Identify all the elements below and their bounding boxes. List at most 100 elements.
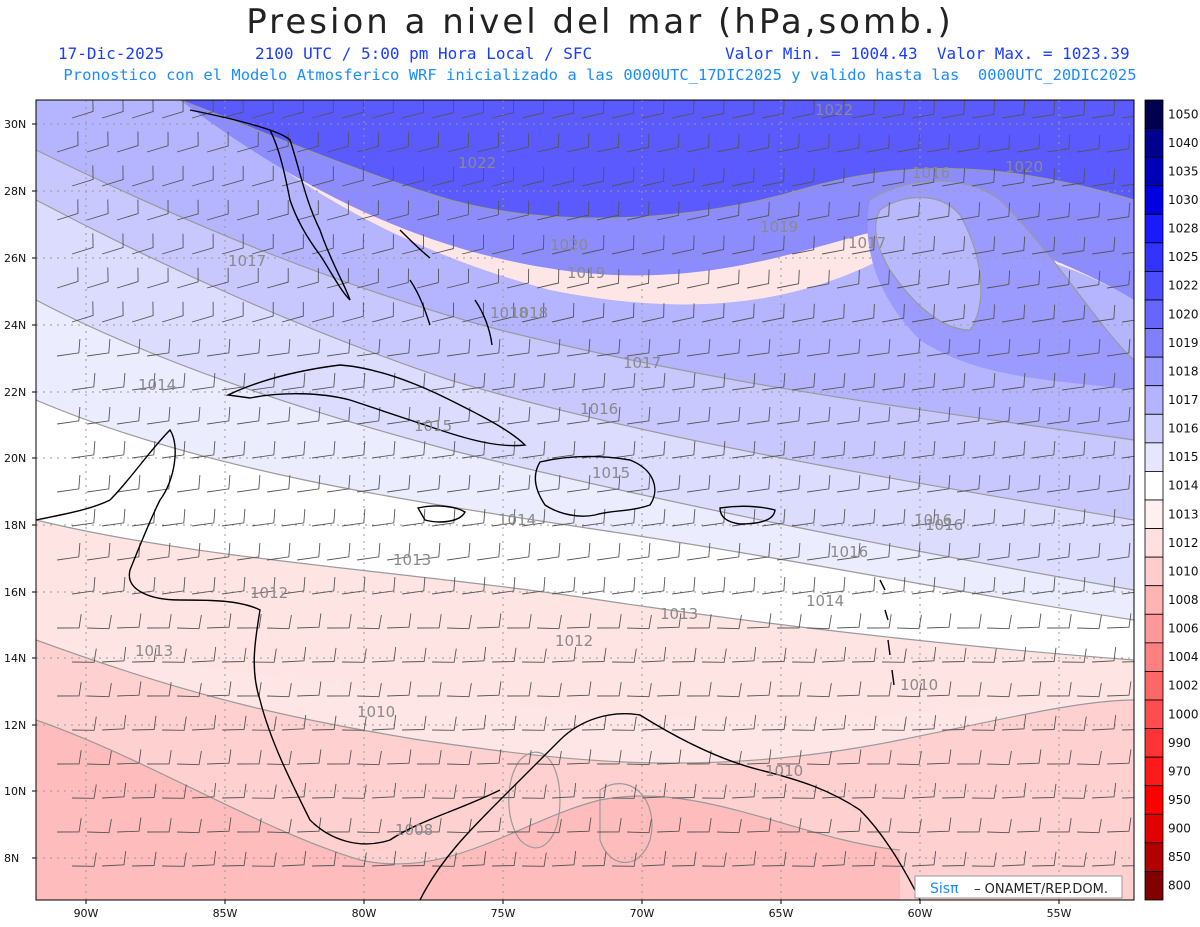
wind-barb [477, 338, 501, 357]
colorbar-label: 1030 [1168, 193, 1199, 207]
wind-barb [657, 338, 681, 357]
wind-barb [357, 683, 382, 698]
wind-barb [506, 132, 530, 153]
wind-barb [72, 508, 96, 527]
wind-barb [71, 165, 94, 187]
wind-barb [747, 269, 770, 289]
wind-barb [57, 682, 82, 697]
wind-barb [237, 474, 261, 493]
wind-barb [687, 682, 712, 697]
wind-barb [192, 576, 216, 595]
wind-barb [1032, 100, 1056, 119]
wind-barb [1017, 613, 1042, 629]
wind-barb [462, 576, 486, 595]
wind-barb [882, 576, 906, 595]
contour-label: 1010 [900, 676, 938, 694]
wind-barb [581, 303, 605, 323]
wind-barb [867, 614, 892, 629]
wind-barb [732, 100, 755, 119]
wind-barb [942, 508, 966, 527]
wind-barb [732, 714, 757, 731]
colorbar-label: 1017 [1168, 393, 1199, 407]
wind-barb [612, 784, 637, 799]
wind-barb [642, 372, 666, 391]
wind-barb [371, 234, 394, 255]
wind-barb [312, 440, 336, 459]
wind-barb [972, 440, 996, 459]
wind-barb [387, 474, 411, 493]
wind-barb [987, 819, 1012, 834]
wind-barb [162, 648, 187, 663]
wind-barb [342, 716, 367, 731]
wind-barb [957, 682, 982, 697]
wind-barb [1002, 100, 1026, 119]
wind-barb [207, 406, 231, 425]
lon-label: 55W [1047, 907, 1072, 920]
colorbar-label: 1028 [1168, 222, 1199, 236]
contour-label-group: 1022 1022 1020 1019 1018 1017 1017 1016 … [135, 101, 1043, 839]
min-max-values: Valor Min. = 1004.43 Valor Max. = 1023.3… [725, 44, 1130, 63]
wind-barb [251, 166, 274, 187]
lon-label: 85W [213, 907, 238, 920]
wind-barb [912, 372, 936, 391]
wind-barb [762, 576, 786, 595]
colorbar-swatch [1144, 242, 1164, 272]
wind-barb [116, 267, 139, 289]
wind-barb [342, 508, 366, 527]
wind-barb [266, 132, 289, 153]
wind-barb [447, 683, 472, 698]
wind-barb [147, 474, 171, 493]
wind-barb [342, 440, 366, 459]
wind-barb [807, 474, 831, 493]
colorbar-swatch [1144, 328, 1164, 358]
wind-barb [237, 406, 261, 425]
wind-barb [552, 782, 577, 799]
wind-barb [327, 338, 351, 357]
wind-barb [581, 100, 605, 119]
wind-barb [282, 782, 307, 799]
wind-barb [1002, 440, 1026, 459]
colorbar-swatch [1144, 585, 1164, 615]
colorbar-label: 1013 [1168, 507, 1199, 521]
wind-barb [792, 648, 817, 663]
wind-barb [642, 576, 666, 595]
wind-barb [102, 646, 127, 663]
wind-barb [627, 683, 652, 698]
wind-barb [972, 648, 997, 663]
wind-barb [221, 100, 244, 119]
wind-barb [102, 372, 126, 391]
wind-barb [341, 166, 364, 187]
wind-barb [597, 338, 621, 357]
wind-barb [522, 784, 547, 799]
wind-barb [672, 851, 697, 867]
wind-barb [371, 166, 394, 187]
wind-barb [687, 818, 712, 833]
wind-barb [372, 372, 396, 391]
wind-barb [1062, 576, 1086, 595]
wind-barb [597, 682, 622, 697]
wind-barb [927, 270, 950, 289]
credit-brand: Sisπ [930, 881, 959, 897]
wind-barb [342, 784, 367, 799]
wind-barb [837, 201, 860, 221]
wind-barb [852, 576, 876, 595]
wind-barb [1017, 542, 1041, 561]
colorbar-swatch [1144, 442, 1164, 472]
wind-barb [432, 576, 456, 595]
wind-barb [702, 100, 725, 119]
wind-barb [522, 576, 546, 595]
wind-barb [777, 542, 801, 561]
wind-barb [567, 817, 592, 833]
wind-barb [1062, 168, 1086, 187]
wind-barb [882, 852, 907, 867]
wind-barb [942, 851, 967, 867]
wind-barb [102, 714, 127, 731]
wind-barb [372, 576, 396, 595]
wind-barb [566, 269, 590, 289]
wind-barb [237, 542, 261, 561]
wind-barb [687, 133, 710, 153]
wind-barb [672, 100, 695, 119]
wind-barb [1122, 455, 1134, 459]
wind-barb [732, 372, 756, 391]
